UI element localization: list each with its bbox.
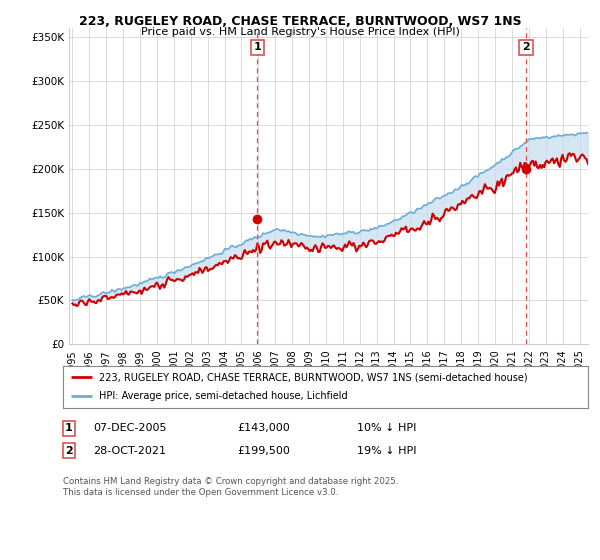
Text: 2: 2	[522, 43, 530, 52]
Text: Price paid vs. HM Land Registry's House Price Index (HPI): Price paid vs. HM Land Registry's House …	[140, 27, 460, 37]
Text: £199,500: £199,500	[237, 446, 290, 456]
Text: 07-DEC-2005: 07-DEC-2005	[93, 423, 167, 433]
Text: £143,000: £143,000	[237, 423, 290, 433]
Text: 19% ↓ HPI: 19% ↓ HPI	[357, 446, 416, 456]
Text: 1: 1	[65, 423, 73, 433]
Text: 223, RUGELEY ROAD, CHASE TERRACE, BURNTWOOD, WS7 1NS (semi-detached house): 223, RUGELEY ROAD, CHASE TERRACE, BURNTW…	[98, 372, 527, 382]
Text: 10% ↓ HPI: 10% ↓ HPI	[357, 423, 416, 433]
Text: 28-OCT-2021: 28-OCT-2021	[93, 446, 166, 456]
Text: 223, RUGELEY ROAD, CHASE TERRACE, BURNTWOOD, WS7 1NS: 223, RUGELEY ROAD, CHASE TERRACE, BURNTW…	[79, 15, 521, 27]
Text: 1: 1	[253, 43, 261, 52]
Text: 2: 2	[65, 446, 73, 456]
Text: Contains HM Land Registry data © Crown copyright and database right 2025.
This d: Contains HM Land Registry data © Crown c…	[63, 477, 398, 497]
Text: HPI: Average price, semi-detached house, Lichfield: HPI: Average price, semi-detached house,…	[98, 391, 347, 402]
